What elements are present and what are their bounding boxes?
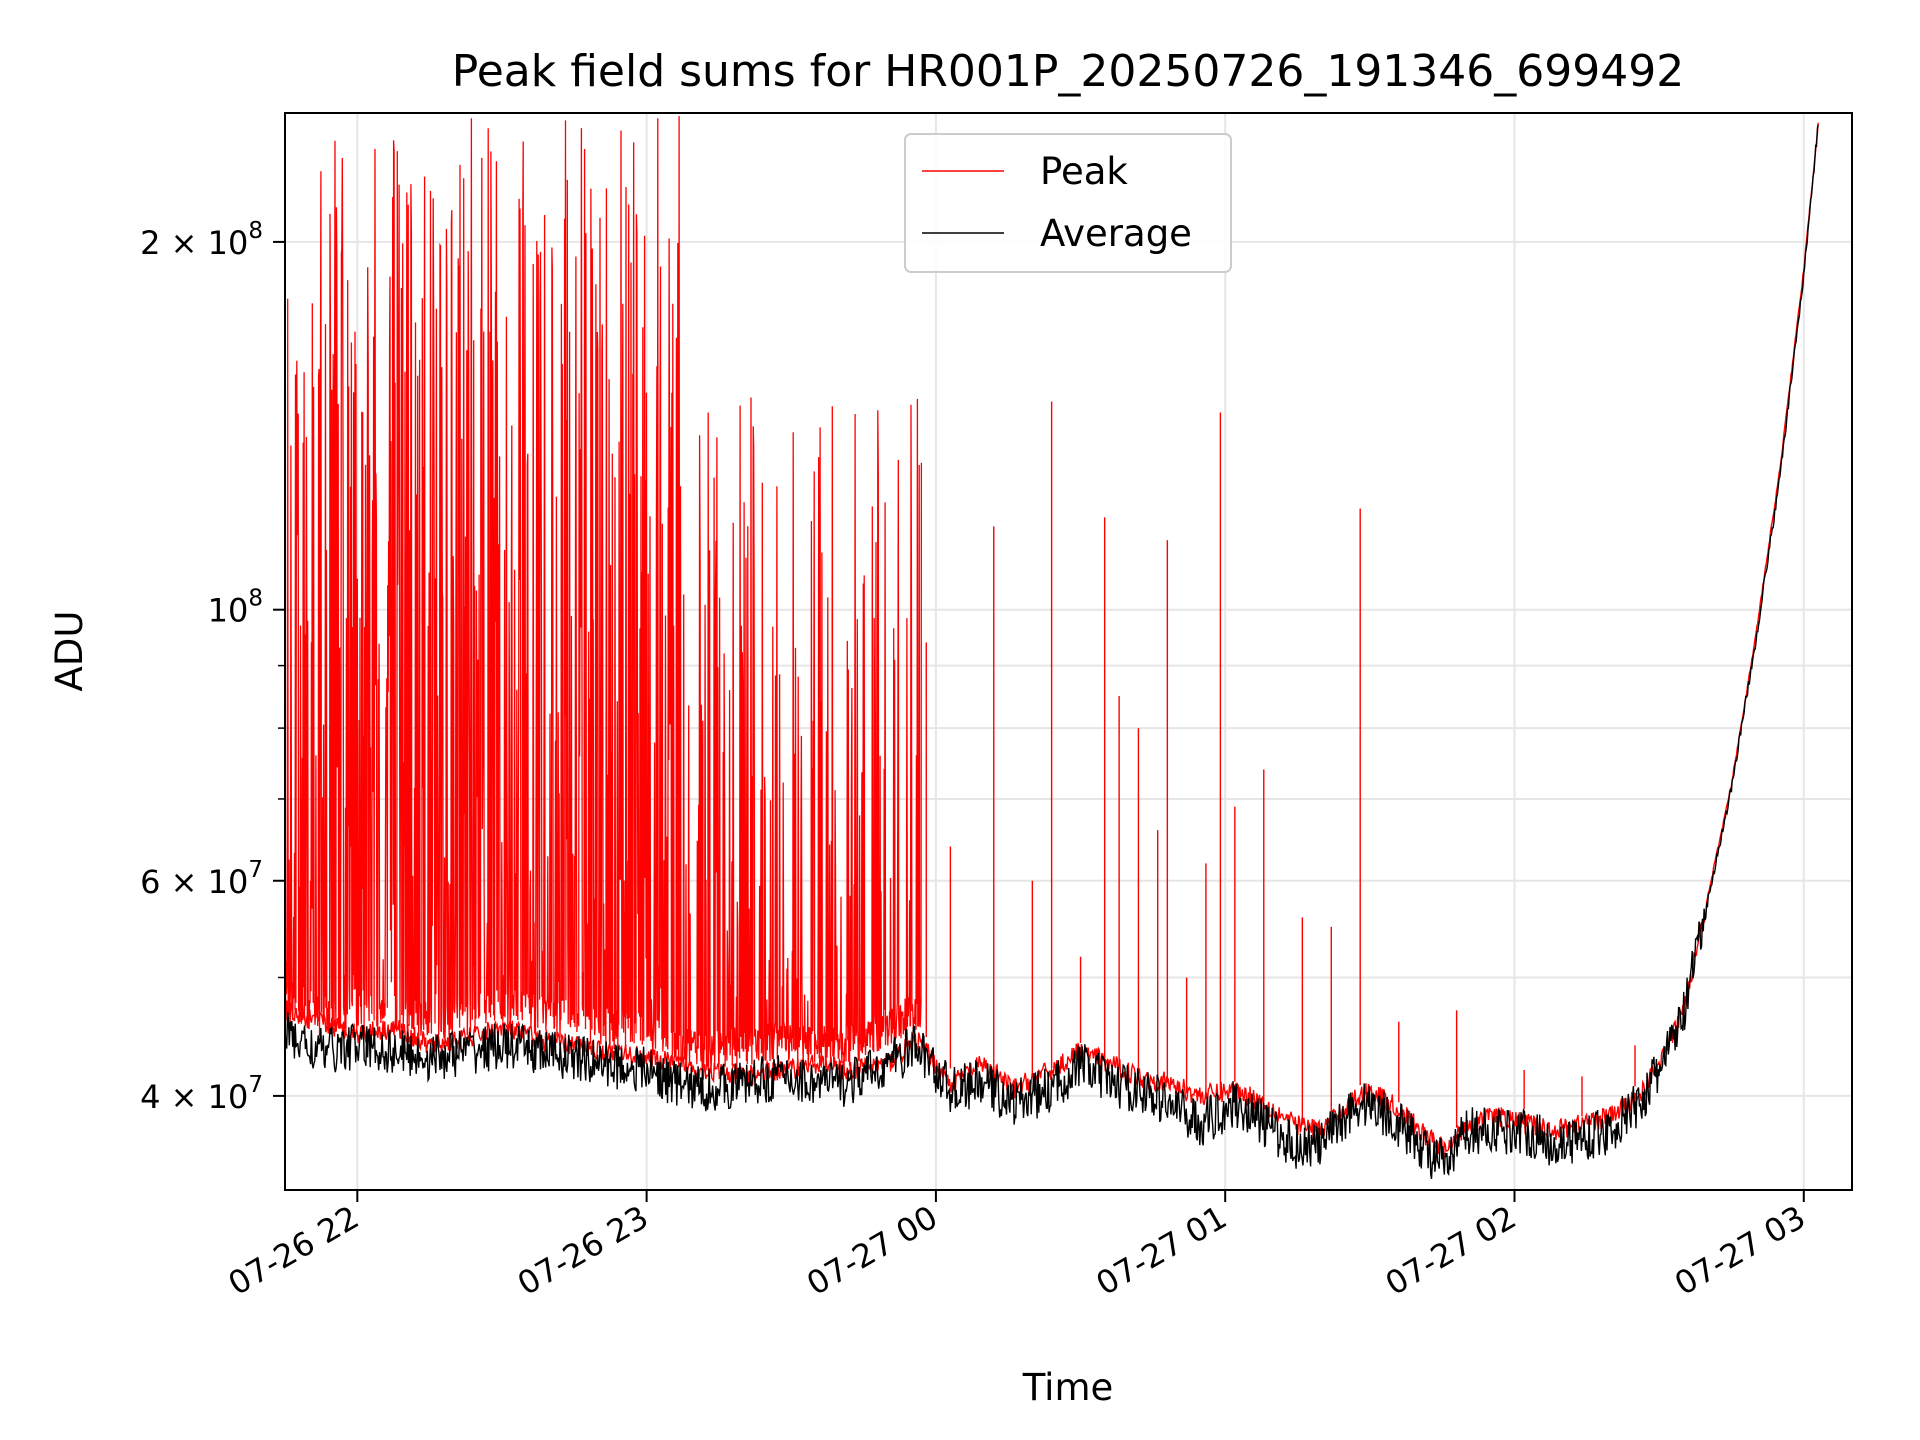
legend-box <box>904 133 1232 273</box>
peak-noise-burst <box>285 116 923 1074</box>
y-tick-label: 6 × 107 <box>140 857 263 901</box>
legend: Peak Average <box>904 133 1232 273</box>
chart-title: Peak field sums for HR001P_20250726_1913… <box>452 46 1685 97</box>
legend-label-peak: Peak <box>1040 150 1128 193</box>
legend-label-average: Average <box>1040 212 1192 255</box>
average-line <box>285 124 1819 1180</box>
y-axis-ticks: 4 × 107 6 × 107 108 2 × 108 <box>140 218 285 1116</box>
data-area <box>285 116 1819 1180</box>
y-tick-label: 108 <box>208 586 263 630</box>
y-tick-label: 2 × 108 <box>140 218 263 262</box>
y-axis-label: ADU <box>48 611 91 692</box>
plot-frame <box>284 112 1853 1191</box>
y-tick-label: 4 × 107 <box>140 1072 263 1116</box>
x-axis-label: Time <box>1022 1366 1114 1409</box>
